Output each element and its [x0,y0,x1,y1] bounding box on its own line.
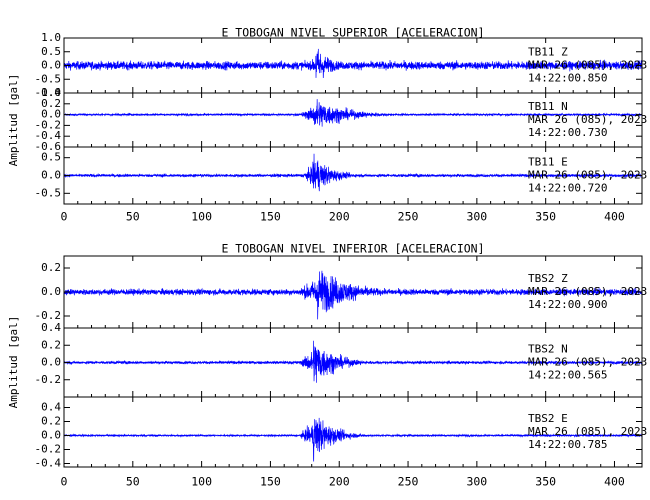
y-tick-label: 0.4 [41,321,61,334]
x-tick-label: 200 [329,475,350,489]
date-label: MAR 26 (085), 2023 [528,169,647,182]
x-tick-label: 300 [466,475,487,489]
y-tick-label: 0.0 [41,285,61,298]
y-tick-label: 0.0 [41,59,61,72]
date-label: MAR 26 (085), 2023 [528,285,647,298]
x-tick-label: 0 [61,210,68,224]
date-label: MAR 26 (085), 2023 [528,425,647,438]
waveform-trace [63,417,643,462]
x-tick-label: 350 [535,210,556,224]
channel-label: TB11 E [528,156,568,169]
x-tick-label: 200 [329,210,350,224]
channel-label: TBS2 E [528,412,568,425]
x-tick-label: 0 [61,475,68,489]
y-tick-label: 0.2 [41,97,61,110]
y-tick-label: 1.0 [41,31,61,44]
chart-title: E TOBOGAN NIVEL SUPERIOR [ACELERACION] [221,26,484,40]
channel-label: TBS2 N [528,343,568,356]
time-label: 14:22:00.720 [528,182,607,195]
y-tick-label: -0.5 [35,72,62,85]
y-tick-label: -0.2 [35,118,62,131]
waveform-trace [63,48,643,78]
y-tick-label: -0.6 [35,140,62,153]
y-tick-label: -0.2 [35,443,62,456]
y-tick-label: 0.0 [41,429,61,442]
y-tick-label: 0.4 [41,86,61,99]
y-tick-label: 0.5 [41,45,61,58]
y-tick-label: 0.2 [41,261,61,274]
y-tick-label: -0.4 [35,129,62,142]
y-tick-label: -0.4 [35,457,62,470]
waveform-trace [63,153,643,192]
channel-label: TB11 N [528,100,568,113]
chart-upper: E TOBOGAN NIVEL SUPERIOR [ACELERACION] Am… [7,26,647,224]
y-tick-label: 0.4 [41,401,61,414]
x-tick-label: 400 [604,210,625,224]
waveform-trace [63,99,643,127]
x-tick-label: 350 [535,475,556,489]
date-label: MAR 26 (085), 2023 [528,113,647,126]
x-tick-label: 400 [604,475,625,489]
time-label: 14:22:00.785 [528,438,607,451]
x-tick-label: 250 [398,210,419,224]
date-label: MAR 26 (085), 2023 [528,356,647,369]
y-tick-label: -0.5 [35,186,62,199]
x-tick-label: 50 [126,210,140,224]
y-tick-label: 0.5 [41,151,61,164]
x-tick-label: 100 [191,475,212,489]
time-label: 14:22:00.850 [528,72,607,85]
x-tick-label: 300 [466,210,487,224]
chart-lower: E TOBOGAN NIVEL INFERIOR [ACELERACION] Am… [7,242,647,489]
date-label: MAR 26 (085), 2023 [528,59,647,72]
channel-label: TBS2 Z [528,272,568,285]
y-tick-label: -0.2 [35,373,62,386]
y-tick-label: 0.0 [41,169,61,182]
channel-label: TB11 Z [528,46,568,59]
x-tick-label: 150 [260,475,281,489]
waveform-trace [63,340,643,383]
y-axis-label: Amplitud [gal] [7,316,20,409]
y-axis-label: Amplitud [gal] [7,74,20,167]
time-label: 14:22:00.730 [528,126,607,139]
time-label: 14:22:00.565 [528,369,607,382]
x-tick-label: 250 [398,475,419,489]
chart-title: E TOBOGAN NIVEL INFERIOR [ACELERACION] [221,242,484,256]
x-tick-label: 100 [191,210,212,224]
y-tick-label: 0.2 [41,415,61,428]
y-tick-label: -0.2 [35,309,62,322]
x-tick-label: 150 [260,210,281,224]
y-tick-label: 0.2 [41,338,61,351]
time-label: 14:22:00.900 [528,298,607,311]
x-tick-label: 50 [126,475,140,489]
y-tick-label: -1.0 [35,86,62,99]
y-tick-label: 0.0 [41,356,61,369]
y-tick-label: 0.0 [41,108,61,121]
waveform-trace [63,270,643,320]
